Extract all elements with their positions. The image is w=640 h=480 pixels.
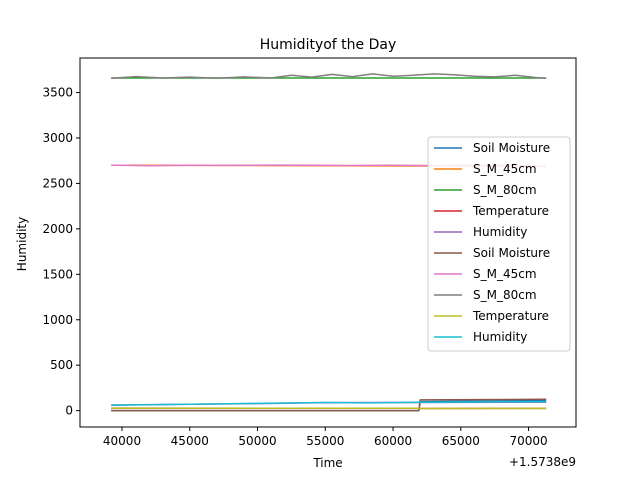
series-line-humidity-9 bbox=[111, 400, 547, 406]
legend-label: Soil Moisture bbox=[473, 246, 550, 260]
y-tick-label: 1500 bbox=[42, 267, 73, 281]
legend: Soil Moisture S_M_45cm S_M_80cm Temperature… bbox=[427, 136, 571, 352]
axes-frame bbox=[79, 57, 577, 428]
legend-label: Temperature bbox=[472, 309, 549, 323]
axes: 40000 45000 50000 55000 60000 65000 70000 0 500 1… bbox=[42, 57, 577, 448]
series-line-s-m-80cm-7 bbox=[111, 73, 547, 80]
y-tick-label: 3000 bbox=[42, 131, 73, 145]
legend-box bbox=[427, 136, 571, 352]
x-tick-label: 70000 bbox=[509, 434, 547, 448]
x-tick-label: 45000 bbox=[171, 434, 209, 448]
y-tick-label: 3500 bbox=[42, 86, 73, 100]
legend-label: S_M_45cm bbox=[473, 267, 537, 281]
x-offset-label: +1.5738e9 bbox=[509, 455, 576, 469]
legend-label: S_M_80cm bbox=[473, 183, 537, 197]
y-tick-label: 500 bbox=[50, 358, 73, 372]
legend-label: Humidity bbox=[473, 225, 527, 239]
y-tick-label: 2500 bbox=[42, 176, 73, 190]
y-tick-label: 2000 bbox=[42, 222, 73, 236]
x-tick-label: 40000 bbox=[103, 434, 141, 448]
legend-label: S_M_45cm bbox=[473, 162, 537, 176]
legend-label: S_M_80cm bbox=[473, 288, 537, 302]
y-tick-label: 0 bbox=[65, 404, 73, 418]
x-tick-label: 55000 bbox=[306, 434, 344, 448]
legend-label: Soil Moisture bbox=[473, 141, 550, 155]
legend-label: Temperature bbox=[472, 204, 549, 218]
x-tick-label: 50000 bbox=[238, 434, 276, 448]
x-tick-label: 65000 bbox=[442, 434, 480, 448]
y-tick-label: 1000 bbox=[42, 313, 73, 327]
legend-label: Humidity bbox=[473, 330, 527, 344]
chart-title: Humidityof the Day bbox=[260, 37, 397, 53]
y-axis-label: Humidity bbox=[15, 217, 29, 271]
series-line-soil-moisture-5 bbox=[111, 398, 547, 412]
x-tick-label: 60000 bbox=[374, 434, 412, 448]
x-axis-label: Time bbox=[312, 456, 342, 470]
